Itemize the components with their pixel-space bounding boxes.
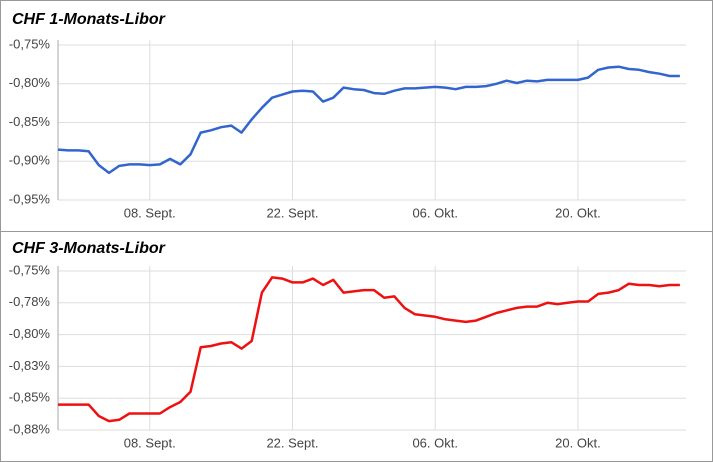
- line: [58, 276, 680, 423]
- x-tick-label: 20. Okt.: [555, 205, 601, 220]
- y-tick-label: -0,78%: [9, 294, 51, 309]
- y-tick-label: -0,83%: [9, 358, 51, 373]
- y-tick-label: -0,85%: [9, 114, 51, 129]
- x-tick-label: 06. Okt.: [412, 205, 458, 220]
- chart-title: CHF 1-Monats-Libor: [12, 11, 166, 28]
- x-tick-label: 20. Okt.: [555, 435, 601, 450]
- y-tick-label: -0,88%: [9, 421, 51, 436]
- y-tick-label: -0,75%: [9, 262, 51, 277]
- y-tick-label: -0,85%: [9, 390, 51, 405]
- x-tick-label: 08. Sept.: [124, 205, 176, 220]
- y-tick-label: -0,75%: [9, 36, 51, 51]
- y-tick-label: -0,80%: [9, 75, 51, 90]
- x-tick-label: 22. Sept.: [266, 435, 318, 450]
- y-tick-label: -0,80%: [9, 326, 51, 341]
- x-tick-label: 22. Sept.: [266, 205, 318, 220]
- y-tick-label: -0,95%: [9, 191, 51, 206]
- line: [57, 65, 680, 175]
- y-tick-label: -0,90%: [9, 153, 51, 168]
- chart-title: CHF 3-Monats-Libor: [12, 240, 166, 257]
- x-tick-label: 06. Okt.: [412, 435, 458, 450]
- x-tick-label: 08. Sept.: [124, 435, 176, 450]
